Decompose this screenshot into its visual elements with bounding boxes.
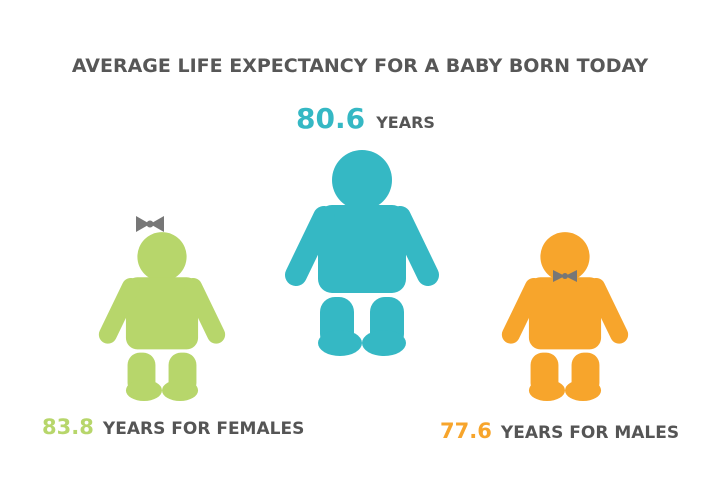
title: AVERAGE LIFE EXPECTANCY FOR A BABY BORN … (72, 55, 649, 77)
label: YEARS FOR MALES (500, 423, 679, 443)
center-caption: 80.6 YEARS (296, 102, 435, 135)
baby-icon (296, 150, 428, 356)
left-caption: 83.8 YEARS FOR FEMALES (42, 415, 304, 439)
bow-tie (553, 270, 577, 282)
label: YEARS (375, 113, 435, 132)
hair-bow (136, 216, 164, 232)
value: 80.6 (296, 102, 365, 135)
value: 77.6 (440, 419, 492, 443)
baby-icon (108, 232, 216, 401)
right-caption: 77.6 YEARS FOR MALES (440, 419, 679, 443)
baby-icon (511, 232, 619, 401)
label: YEARS FOR FEMALES (102, 419, 304, 439)
value: 83.8 (42, 415, 94, 439)
